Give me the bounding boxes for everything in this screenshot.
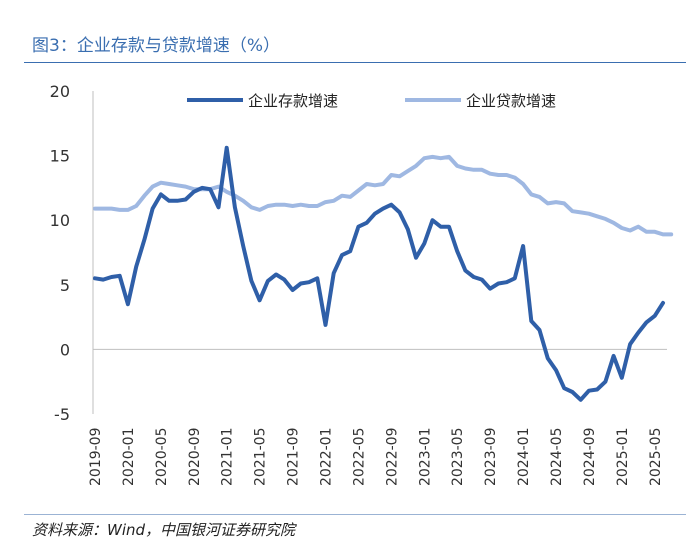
x-tick-label: 2025-01 [615,428,631,487]
x-tick-label: 2025-05 [648,428,664,487]
legend: 企业存款增速 企业贷款增速 [187,92,556,110]
x-tick-label: 2020-09 [187,428,203,487]
x-tick-label: 2021-01 [220,428,236,487]
x-tick-label: 2019-09 [88,428,104,487]
x-tick-label: 2024-05 [549,428,565,487]
title-divider [24,62,686,63]
x-tick-label: 2023-05 [450,428,466,486]
x-tick-label: 2024-09 [582,428,598,487]
figure-title: 图3：企业存款与贷款增速（%） [32,36,280,56]
y-tick-label: 0 [60,340,70,359]
x-tick-label: 2023-01 [417,428,433,487]
x-tick-label: 2024-01 [516,428,532,487]
source-divider [24,514,686,515]
y-tick-label: -5 [54,405,70,424]
x-tick-label: 2022-09 [384,428,400,487]
legend-label-deposit: 企业存款增速 [248,92,338,110]
y-tick-label: 20 [50,82,70,101]
x-tick-label: 2021-05 [253,428,269,487]
x-axis-labels: 2019-09 2020-01 2020-05 2020-09 2021-01 2021-… [88,428,664,487]
x-tick-label: 2022-05 [351,428,367,487]
x-tick-label: 2021-09 [286,428,302,487]
y-tick-label: 10 [50,211,70,230]
x-tick-label: 2022-01 [318,428,334,487]
x-tick-label: 2023-09 [483,428,499,487]
series-line-loan [93,154,674,237]
x-tick-label: 2020-05 [154,428,170,487]
y-axis: 20 15 10 5 0 -5 [50,82,94,424]
y-tick-label: 15 [50,147,70,166]
x-tick-label: 2020-01 [121,428,137,487]
y-tick-label: 5 [60,276,70,295]
series-line-deposit [93,145,665,402]
source-note: 资料来源：Wind，中国银河证券研究院 [32,521,296,539]
legend-label-loan: 企业贷款增速 [466,92,556,110]
series-lines [93,145,674,402]
